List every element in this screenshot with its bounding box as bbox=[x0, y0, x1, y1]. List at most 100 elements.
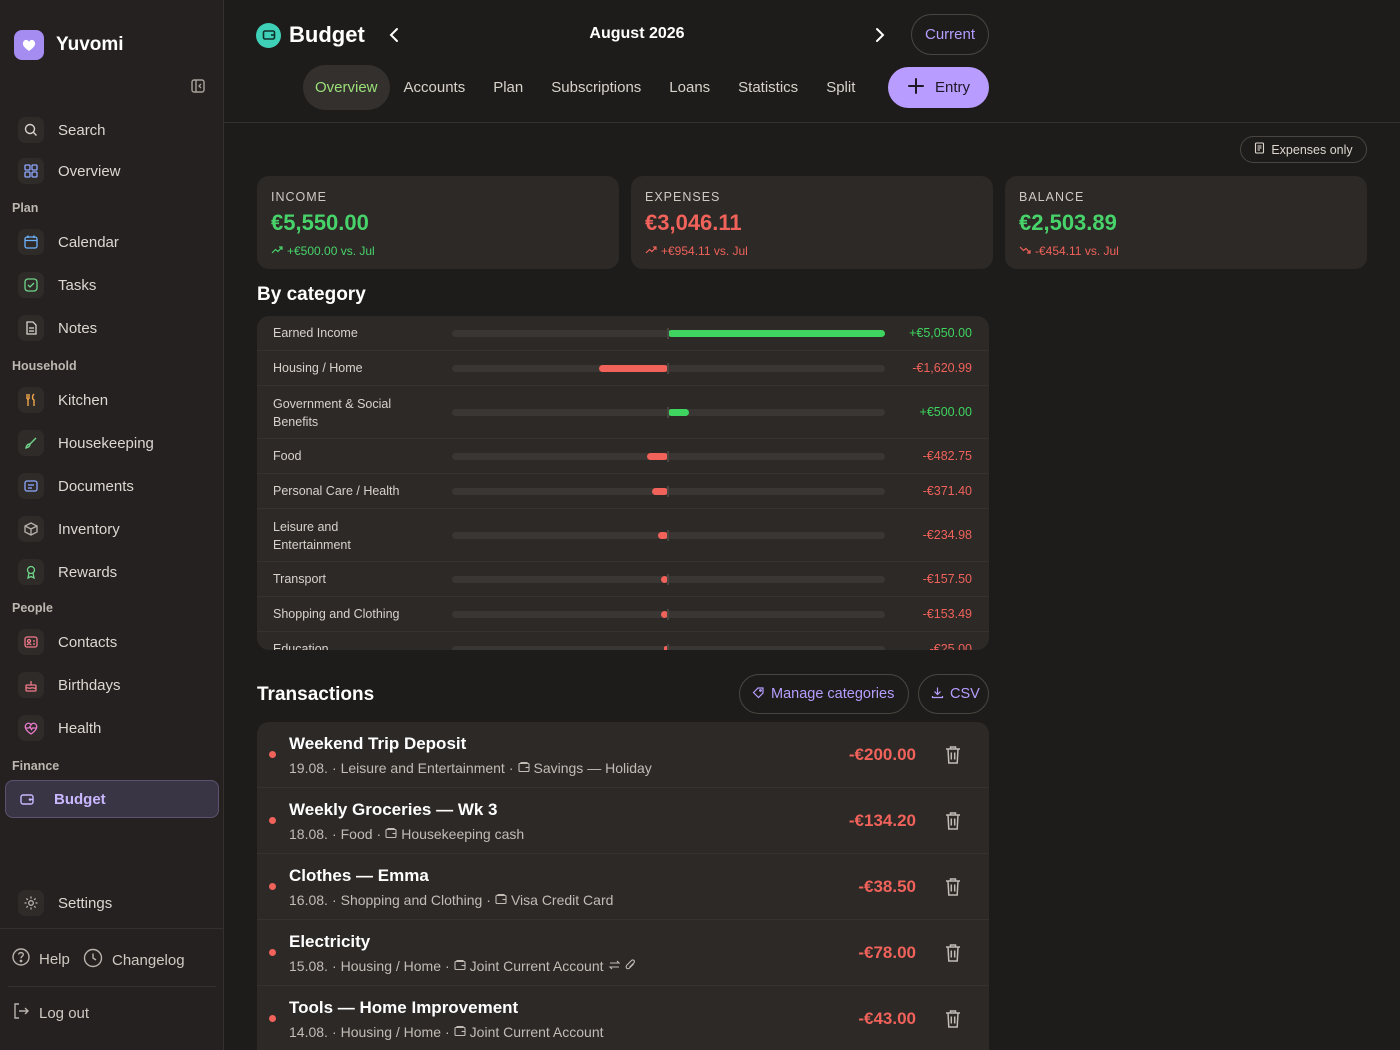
sidebar-item-label: Overview bbox=[58, 162, 121, 180]
sidebar-item-notes[interactable]: Notes bbox=[10, 309, 218, 347]
delete-transaction-button[interactable] bbox=[943, 744, 963, 766]
card-delta-text: -€454.11 vs. Jul bbox=[1035, 244, 1119, 258]
category-row[interactable]: Education -€25.00 bbox=[257, 632, 989, 650]
trash-icon bbox=[943, 812, 963, 836]
transaction-row[interactable]: Weekly Groceries — Wk 3 18.08. · Food · House… bbox=[257, 788, 989, 854]
category-bar-zero-line bbox=[667, 486, 669, 497]
sidebar-item-label: Birthdays bbox=[58, 676, 121, 694]
category-name: Education bbox=[273, 642, 329, 650]
category-row[interactable]: Leisure and Entertainment -€234.98 bbox=[257, 509, 989, 562]
previous-month-button[interactable] bbox=[384, 24, 404, 46]
sidebar-item-health[interactable]: Health bbox=[10, 709, 218, 747]
manage-categories-button[interactable]: Manage categories bbox=[739, 674, 909, 714]
trash-icon bbox=[943, 944, 963, 968]
transaction-amount: -€134.20 bbox=[848, 811, 916, 830]
status-dot bbox=[269, 949, 276, 956]
category-amount: +€5,050.00 bbox=[909, 326, 972, 340]
current-month-button[interactable]: Current bbox=[911, 14, 989, 55]
sidebar-item-documents[interactable]: Documents bbox=[10, 467, 218, 505]
tab-subscriptions[interactable]: Subscriptions bbox=[551, 79, 642, 96]
sidebar-item-label: Calendar bbox=[58, 233, 119, 251]
category-row[interactable]: Government & Social Benefits +€500.00 bbox=[257, 386, 989, 439]
sidebar-item-inventory[interactable]: Inventory bbox=[10, 510, 218, 548]
brand[interactable]: Yuvomi bbox=[14, 30, 124, 60]
sidebar-item-tasks[interactable]: Tasks bbox=[10, 266, 218, 304]
category-amount: -€153.49 bbox=[922, 607, 972, 621]
next-month-button[interactable] bbox=[870, 24, 890, 46]
sidebar-item-kitchen[interactable]: Kitchen bbox=[10, 381, 218, 419]
transaction-row[interactable]: Weekend Trip Deposit 19.08. · Leisure and E… bbox=[257, 722, 989, 788]
category-breakdown: Earned Income +€5,050.00 Housing / Home -€1… bbox=[257, 316, 989, 650]
sidebar-item-birthdays[interactable]: Birthdays bbox=[10, 666, 218, 704]
tab-accounts[interactable]: Accounts bbox=[403, 79, 466, 96]
wallet-icon bbox=[256, 22, 281, 48]
category-bar-track bbox=[452, 530, 885, 541]
delete-transaction-button[interactable] bbox=[943, 1008, 963, 1030]
chevron-right-icon bbox=[876, 28, 885, 42]
category-bar bbox=[668, 330, 885, 337]
transaction-date: 15.08. bbox=[289, 958, 328, 974]
category-row[interactable]: Personal Care / Health -€371.40 bbox=[257, 474, 989, 509]
history-icon bbox=[82, 947, 104, 973]
csv-export-button[interactable]: CSV bbox=[918, 674, 989, 714]
category-bar bbox=[664, 646, 668, 650]
sidebar-item-calendar[interactable]: Calendar bbox=[10, 223, 218, 261]
tab-plan[interactable]: Plan bbox=[493, 79, 524, 96]
separator: · bbox=[331, 826, 337, 842]
delete-transaction-button[interactable] bbox=[943, 942, 963, 964]
category-row[interactable]: Food -€482.75 bbox=[257, 439, 989, 474]
card-label: EXPENSES bbox=[645, 190, 721, 204]
category-amount: -€25.00 bbox=[929, 642, 972, 650]
category-row[interactable]: Transport -€157.50 bbox=[257, 562, 989, 597]
gear-icon bbox=[18, 890, 44, 916]
category-row[interactable]: Shopping and Clothing -€153.49 bbox=[257, 597, 989, 632]
sidebar-item-budget[interactable]: Budget bbox=[5, 780, 219, 818]
category-bar-zero-line bbox=[667, 644, 669, 650]
tab-loans[interactable]: Loans bbox=[669, 79, 711, 96]
status-dot bbox=[269, 1015, 276, 1022]
help-button[interactable]: Help bbox=[11, 947, 70, 971]
category-row[interactable]: Housing / Home -€1,620.99 bbox=[257, 351, 989, 386]
category-bar-zero-line bbox=[667, 451, 669, 462]
balance-card: BALANCE €2,503.89 -€454.11 vs. Jul bbox=[1005, 176, 1367, 269]
delete-transaction-button[interactable] bbox=[943, 876, 963, 898]
cake-icon bbox=[18, 672, 44, 698]
logout-button[interactable]: Log out bbox=[11, 1001, 89, 1025]
transaction-row[interactable]: Clothes — Emma 16.08. · Shopping and Clothi… bbox=[257, 854, 989, 920]
sidebar-item-settings[interactable]: Settings bbox=[10, 884, 218, 922]
tab-split[interactable]: Split bbox=[826, 79, 856, 96]
category-bar bbox=[668, 409, 690, 416]
changelog-button[interactable]: Changelog bbox=[82, 947, 185, 973]
category-bar-zero-line bbox=[667, 328, 669, 339]
category-bar-zero-line bbox=[667, 574, 669, 585]
sidebar-item-label: Notes bbox=[58, 319, 98, 337]
help-label: Help bbox=[39, 950, 70, 968]
collapse-sidebar-icon[interactable] bbox=[190, 78, 208, 96]
sidebar-item-label: Inventory bbox=[58, 520, 120, 538]
category-name: Personal Care / Health bbox=[273, 484, 400, 498]
heart-pulse-icon bbox=[18, 715, 44, 741]
transaction-row[interactable]: Electricity 15.08. · Housing / Home · Joint C… bbox=[257, 920, 989, 986]
sidebar-item-search[interactable]: Search bbox=[10, 111, 218, 149]
category-bar-zero-line bbox=[667, 609, 669, 620]
expenses-only-toggle[interactable]: Expenses only bbox=[1240, 136, 1367, 163]
add-entry-button[interactable]: Entry bbox=[888, 67, 989, 108]
account-icon bbox=[385, 826, 397, 842]
category-amount: -€371.40 bbox=[922, 484, 972, 498]
category-name: Shopping and Clothing bbox=[273, 607, 400, 621]
expenses-only-label: Expenses only bbox=[1271, 142, 1353, 157]
transaction-amount: -€78.00 bbox=[858, 943, 916, 962]
tab-overview[interactable]: Overview bbox=[303, 65, 390, 110]
delete-transaction-button[interactable] bbox=[943, 810, 963, 832]
sidebar-item-housekeeping[interactable]: Housekeeping bbox=[10, 424, 218, 462]
transaction-row[interactable]: Tools — Home Improvement 14.08. · Housing /… bbox=[257, 986, 989, 1050]
category-name: Leisure and Entertainment bbox=[273, 520, 351, 552]
sidebar-item-contacts[interactable]: Contacts bbox=[10, 623, 218, 661]
category-row[interactable]: Earned Income +€5,050.00 bbox=[257, 316, 989, 351]
transactions-list: Weekend Trip Deposit 19.08. · Leisure and E… bbox=[257, 722, 989, 1050]
paperclip-icon bbox=[625, 958, 636, 974]
sidebar-item-overview[interactable]: Overview bbox=[10, 152, 218, 190]
tab-statistics[interactable]: Statistics bbox=[738, 79, 799, 96]
sidebar-item-rewards[interactable]: Rewards bbox=[10, 553, 218, 591]
note-icon bbox=[18, 315, 44, 341]
